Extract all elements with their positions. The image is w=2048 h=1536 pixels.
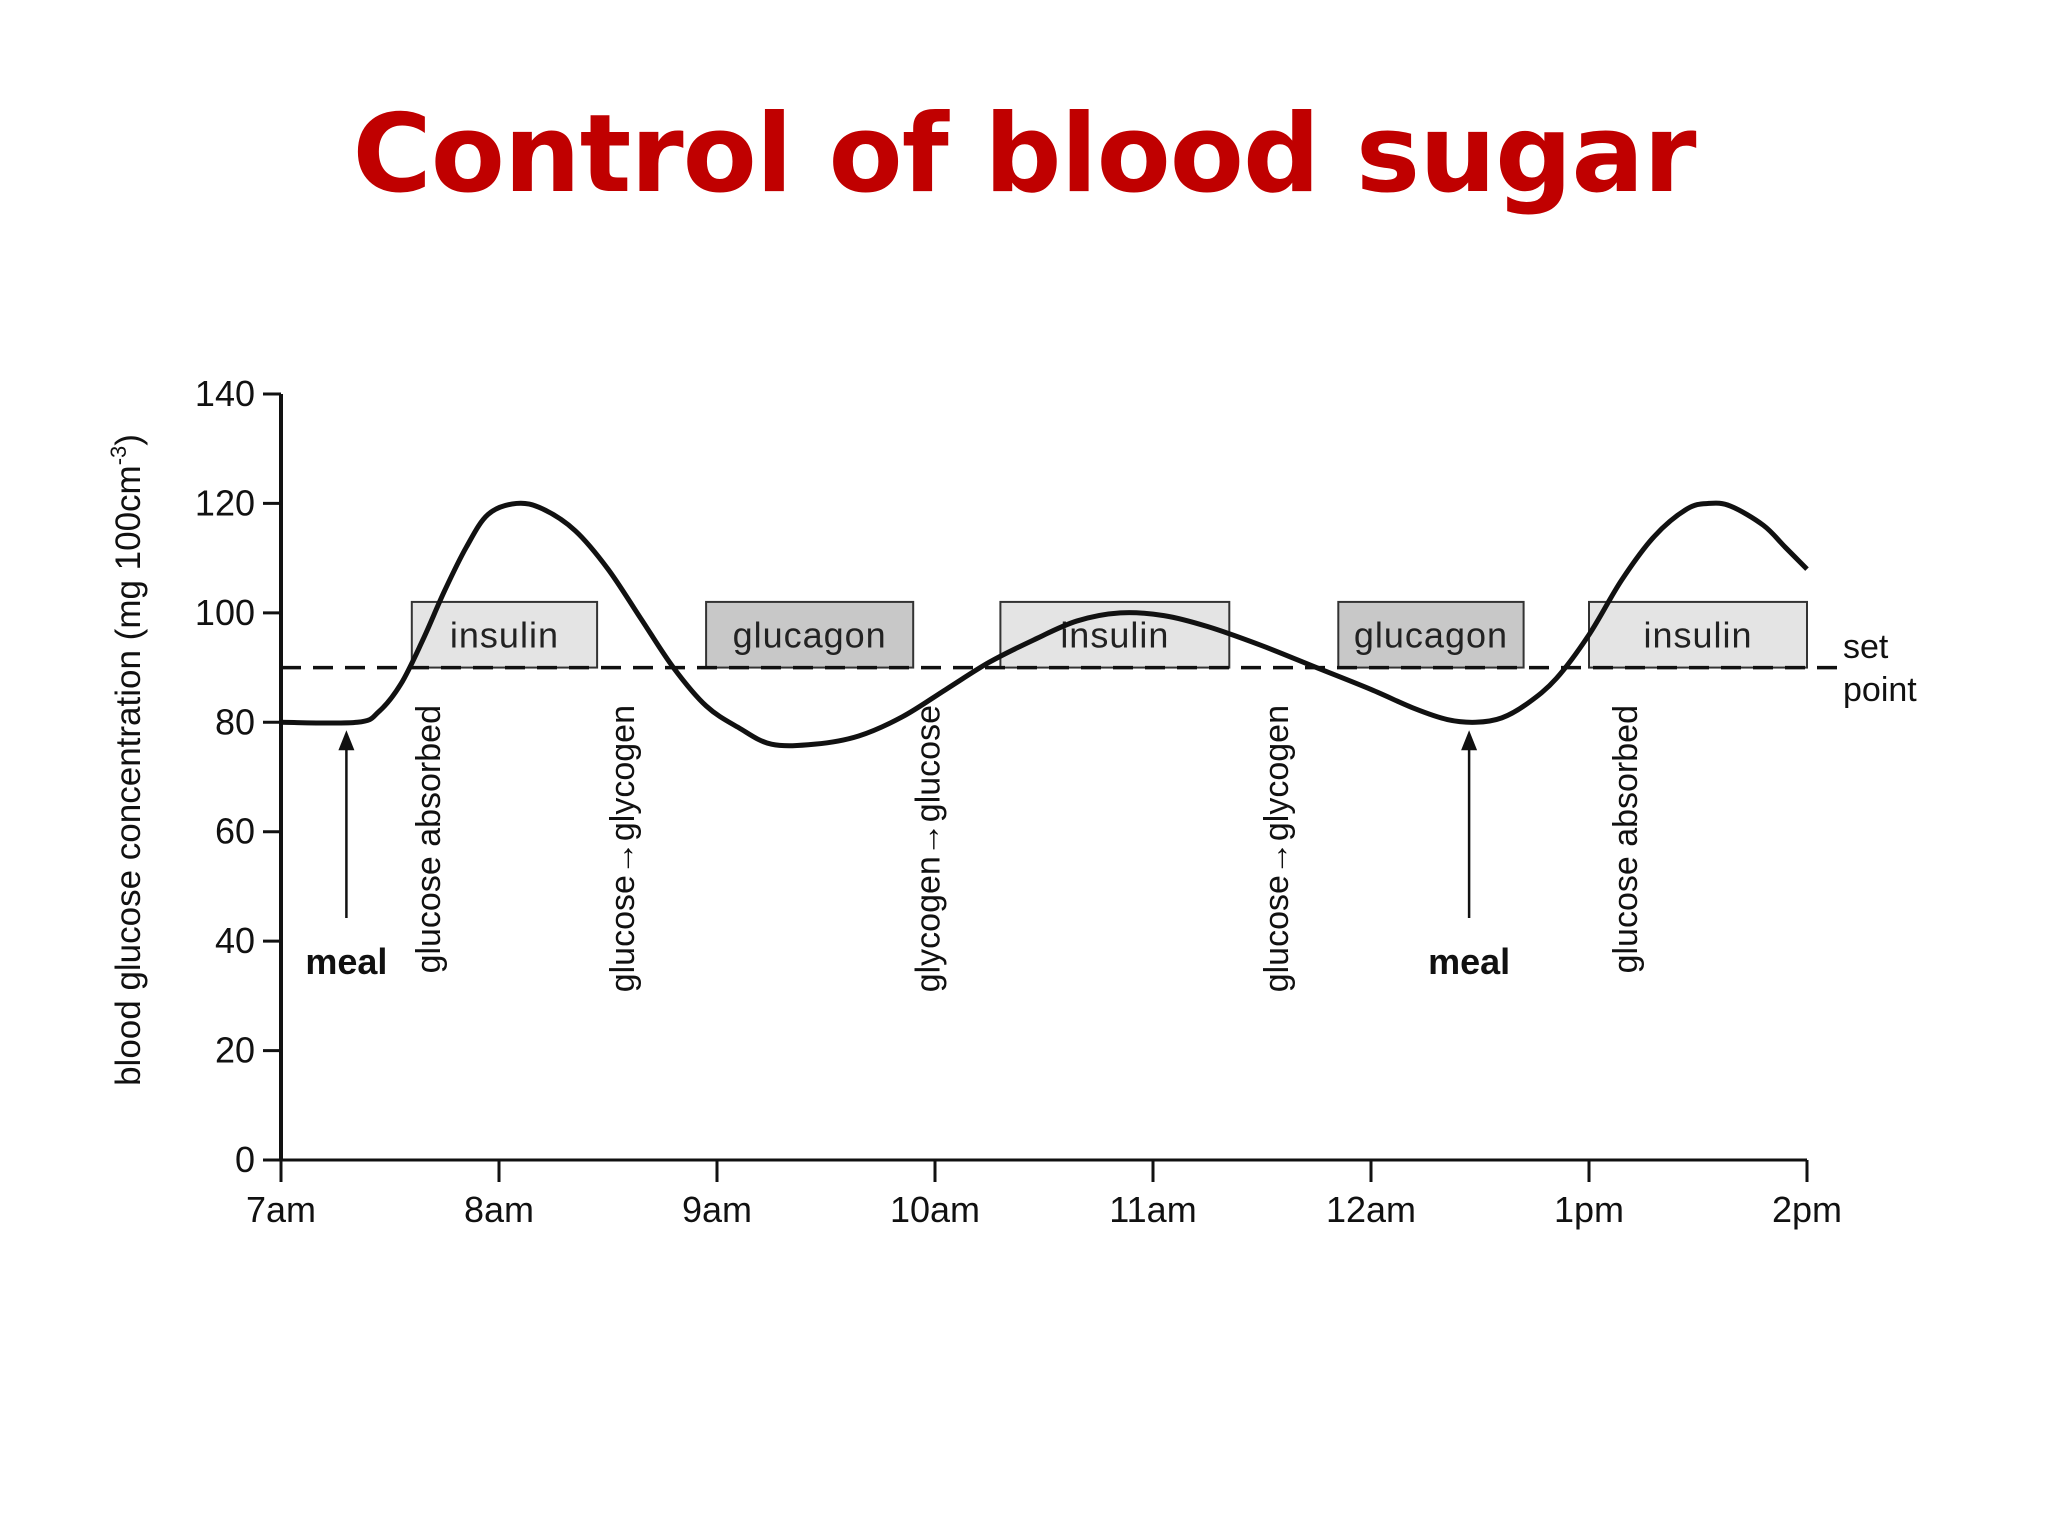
meal-label: meal bbox=[305, 941, 387, 982]
meal-label: meal bbox=[1428, 941, 1510, 982]
x-tick-label: 9am bbox=[682, 1189, 752, 1230]
x-tick-label: 12am bbox=[1326, 1189, 1416, 1230]
y-tick-label: 20 bbox=[215, 1030, 255, 1071]
y-axis-title: blood glucose concentration (mg 100cm-3) bbox=[106, 434, 148, 1086]
axes: 0 20 40 60 80 100 120 140 7am 8am 9am 10am 11am 12am 1… bbox=[195, 373, 1842, 1230]
process-label: glucose→glycogen bbox=[1258, 705, 1296, 992]
x-tick-label: 1pm bbox=[1554, 1189, 1624, 1230]
process-label: glycogen→glucose bbox=[909, 705, 947, 992]
y-tick-label: 60 bbox=[215, 811, 255, 852]
x-tick-label: 11am bbox=[1109, 1189, 1196, 1230]
hormone-box-label: glucagon bbox=[1354, 615, 1508, 656]
set-point-label-line2: point bbox=[1843, 671, 1917, 709]
y-tick-label: 40 bbox=[215, 920, 255, 961]
y-tick-label: 120 bbox=[195, 482, 255, 523]
y-tick-label: 80 bbox=[215, 701, 255, 742]
slide-title: Control of blood sugar bbox=[352, 92, 1696, 217]
y-tick-label: 100 bbox=[195, 592, 255, 633]
x-tick-label: 2pm bbox=[1772, 1189, 1842, 1230]
meal-arrow-head bbox=[338, 730, 355, 751]
hormone-box bbox=[410, 600, 599, 669]
hormone-box bbox=[1337, 600, 1525, 669]
hormone-box bbox=[705, 600, 915, 669]
hormone-box-label: glucagon bbox=[733, 615, 887, 656]
meal-arrow-head bbox=[1461, 730, 1478, 751]
x-tick-label: 8am bbox=[464, 1189, 534, 1230]
process-label: glucose absorbed bbox=[410, 705, 448, 973]
x-tick-label: 10am bbox=[890, 1189, 980, 1230]
hormone-box-label: insulin bbox=[1643, 615, 1752, 656]
process-label: glucose absorbed bbox=[1607, 705, 1645, 973]
hormone-boxes: insulin glucagon insulin glucagon insulin bbox=[410, 600, 1808, 669]
x-tick-label: 7am bbox=[246, 1189, 316, 1230]
y-tick-label: 140 bbox=[195, 373, 255, 414]
glucose-curve-path bbox=[280, 500, 1809, 749]
process-label: glucose→glycogen bbox=[604, 705, 642, 992]
glucose-curve bbox=[280, 500, 1809, 749]
set-point-label-line1: set bbox=[1843, 628, 1889, 666]
hormone-box-label: insulin bbox=[450, 615, 559, 656]
y-tick-label: 0 bbox=[235, 1139, 255, 1180]
process-annotations: glucose absorbed glucose→glycogen glycogen… bbox=[305, 705, 1645, 992]
